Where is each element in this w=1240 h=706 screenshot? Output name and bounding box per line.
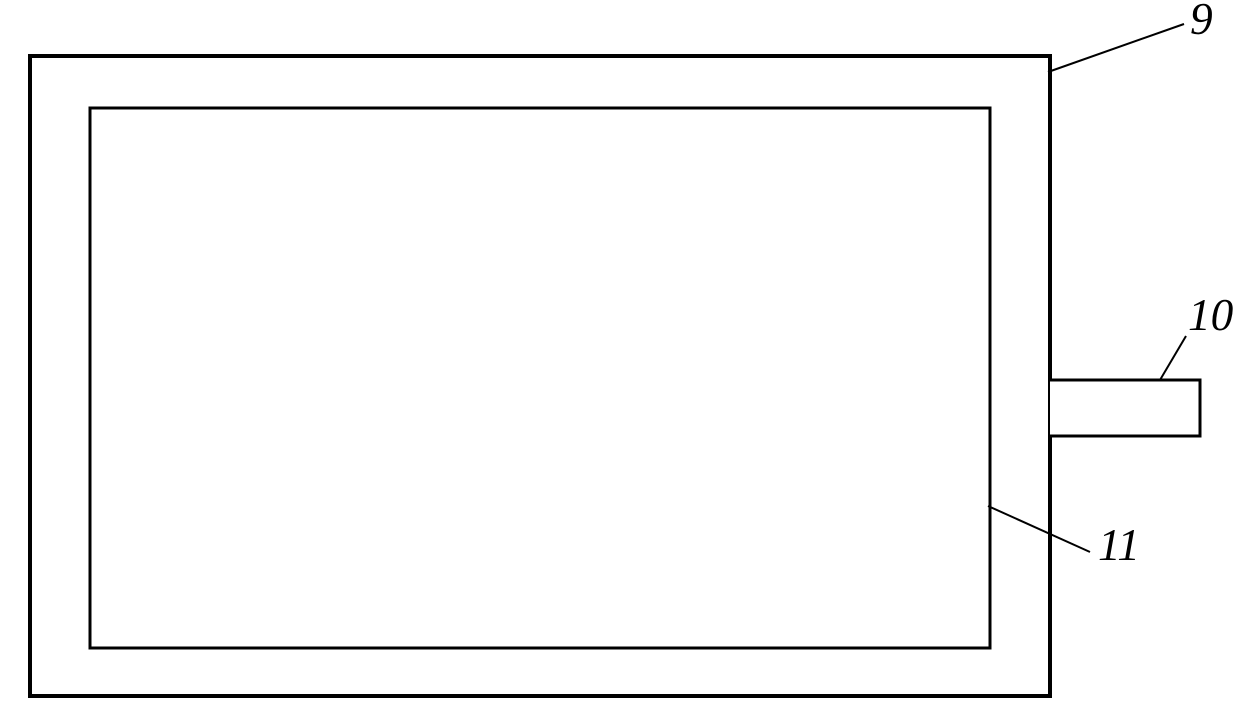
leader-lines — [988, 24, 1186, 552]
callout-9: 9 — [1190, 0, 1213, 44]
leader-line — [1048, 24, 1184, 72]
callout-11: 11 — [1098, 520, 1140, 570]
inner-frame — [90, 108, 990, 648]
side-tab — [1050, 380, 1200, 436]
technical-figure: 9 10 11 — [0, 0, 1240, 706]
leader-line — [988, 506, 1090, 552]
outer-frame — [30, 56, 1050, 696]
callout-10: 10 — [1188, 290, 1234, 340]
leader-line — [1160, 336, 1186, 380]
callout-labels: 9 10 11 — [1098, 0, 1234, 570]
